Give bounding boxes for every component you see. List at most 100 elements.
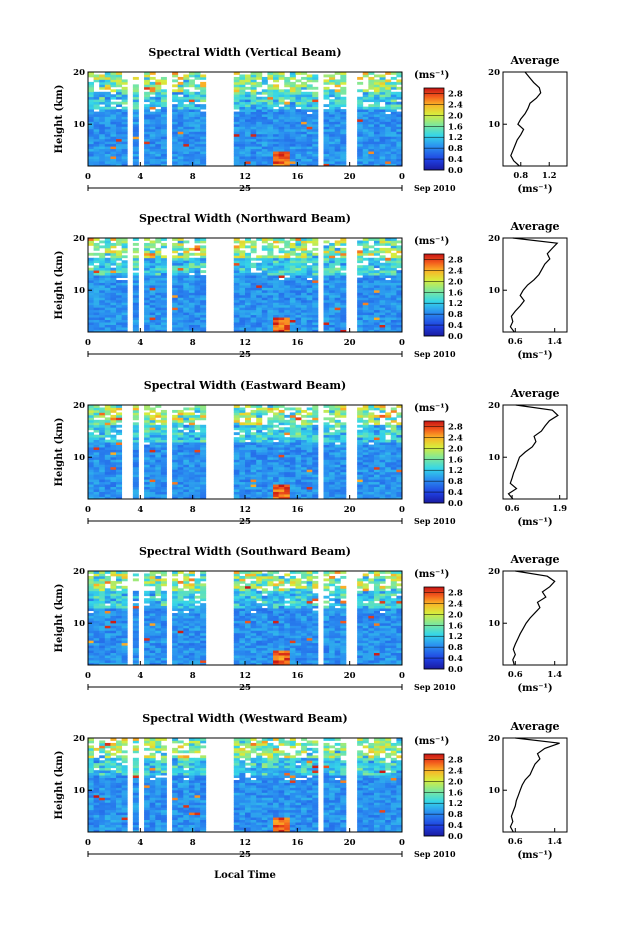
heatmap-cell: [177, 141, 184, 145]
heatmap-cell: [340, 427, 347, 431]
heatmap-cell: [334, 289, 341, 293]
heatmap-cell: [373, 302, 380, 306]
heatmap-cell: [245, 141, 252, 145]
heatmap-cell: [172, 136, 179, 140]
heatmap-cell: [284, 322, 291, 325]
heatmap-cell: [390, 260, 397, 264]
heatmap-cell: [172, 491, 179, 495]
heatmap-cell: [155, 265, 162, 269]
heatmap-cell: [357, 285, 364, 288]
heatmap-cell: [177, 312, 184, 316]
heatmap-cell: [368, 257, 375, 261]
colorbar-tick-label: 0.8: [448, 144, 463, 154]
heatmap-cell: [99, 414, 106, 418]
heatmap-cell: [278, 163, 285, 167]
heatmap-cell: [312, 146, 319, 150]
heatmap-cell: [149, 131, 156, 135]
heatmap-cell: [245, 158, 252, 162]
heatmap-cell: [390, 424, 397, 428]
heatmap-cell: [245, 143, 252, 147]
heatmap-cell: [245, 304, 252, 308]
heatmap-cell: [110, 476, 117, 480]
heatmap-cell: [183, 250, 190, 254]
heatmap-cell: [200, 405, 207, 408]
heatmap-cell: [261, 307, 268, 311]
heatmap-cell: [278, 317, 285, 321]
heatmap-cell: [183, 324, 190, 328]
heatmap-cell: [267, 260, 274, 264]
heatmap-cell: [385, 474, 392, 478]
heatmap-cell: [177, 138, 184, 142]
heatmap-cell: [390, 484, 397, 488]
heatmap-cell: [239, 89, 246, 93]
heatmap-cell: [306, 422, 313, 426]
heatmap-cell: [368, 260, 375, 264]
heatmap-cell: [267, 76, 274, 80]
heatmap-cell: [301, 143, 308, 147]
heatmap-cell: [99, 161, 106, 164]
heatmap-cell: [368, 126, 375, 130]
heatmap-cell: [362, 133, 369, 137]
heatmap-cell: [233, 262, 240, 266]
avg-x-tick-label: 1.4: [547, 337, 562, 347]
heatmap-cell: [88, 414, 95, 418]
heatmap-cell: [306, 496, 313, 500]
heatmap-cell: [132, 424, 139, 428]
heatmap-cell: [267, 407, 274, 411]
heatmap-cell: [278, 275, 285, 278]
heatmap-cell: [301, 121, 308, 125]
heatmap-cell: [289, 74, 296, 78]
heatmap-cell: [172, 99, 179, 103]
heatmap-cell: [245, 86, 252, 90]
heatmap-cell: [233, 104, 240, 108]
heatmap-cell: [267, 496, 274, 500]
heatmap-cell: [267, 322, 274, 325]
heatmap-cell: [245, 272, 252, 276]
heatmap-cell: [104, 260, 111, 264]
heatmap-cell: [172, 245, 179, 249]
heatmap-cell: [289, 270, 296, 274]
heatmap-cell: [183, 447, 190, 450]
heatmap-cell: [306, 486, 313, 490]
heatmap-cell: [312, 481, 319, 485]
heatmap-cell: [256, 407, 263, 411]
heatmap-cell: [373, 153, 380, 157]
heatmap-cell: [306, 452, 313, 455]
heatmap-cell: [385, 260, 392, 264]
heatmap-cell: [373, 459, 380, 463]
heatmap-cell: [245, 121, 252, 125]
heatmap-cell: [273, 143, 280, 147]
heatmap-cell: [273, 99, 280, 103]
y-tick-label: 10: [73, 453, 85, 463]
heatmap-cell: [194, 304, 201, 308]
heatmap-cell: [183, 304, 190, 308]
heatmap-cell: [93, 407, 100, 411]
heatmap-cell: [301, 469, 308, 473]
heatmap-cell: [245, 317, 252, 321]
heatmap-cell: [385, 479, 392, 483]
heatmap-cell: [88, 489, 95, 492]
heatmap-cell: [385, 322, 392, 325]
heatmap-cell: [149, 270, 156, 274]
heatmap-cell: [149, 136, 156, 140]
heatmap-cell: [110, 143, 117, 147]
heatmap-cell: [362, 312, 369, 316]
heatmap-cell: [323, 74, 330, 78]
heatmap-cell: [149, 151, 156, 155]
heatmap-cell: [289, 153, 296, 157]
heatmap-cell: [284, 481, 291, 485]
heatmap-cell: [104, 282, 111, 286]
x-tick-label: 12: [239, 172, 251, 182]
heatmap-cell: [132, 469, 139, 473]
heatmap-cell: [256, 158, 263, 162]
heatmap-cell: [256, 484, 263, 488]
heatmap-cell: [116, 119, 123, 122]
heatmap-cell: [379, 240, 386, 244]
heatmap-cell: [149, 148, 156, 152]
heatmap-cell: [233, 275, 240, 278]
heatmap-cell: [245, 424, 252, 428]
heatmap-cell: [183, 491, 190, 495]
heatmap-cell: [273, 121, 280, 125]
heatmap-cell: [362, 106, 369, 110]
heatmap-cell: [104, 309, 111, 313]
